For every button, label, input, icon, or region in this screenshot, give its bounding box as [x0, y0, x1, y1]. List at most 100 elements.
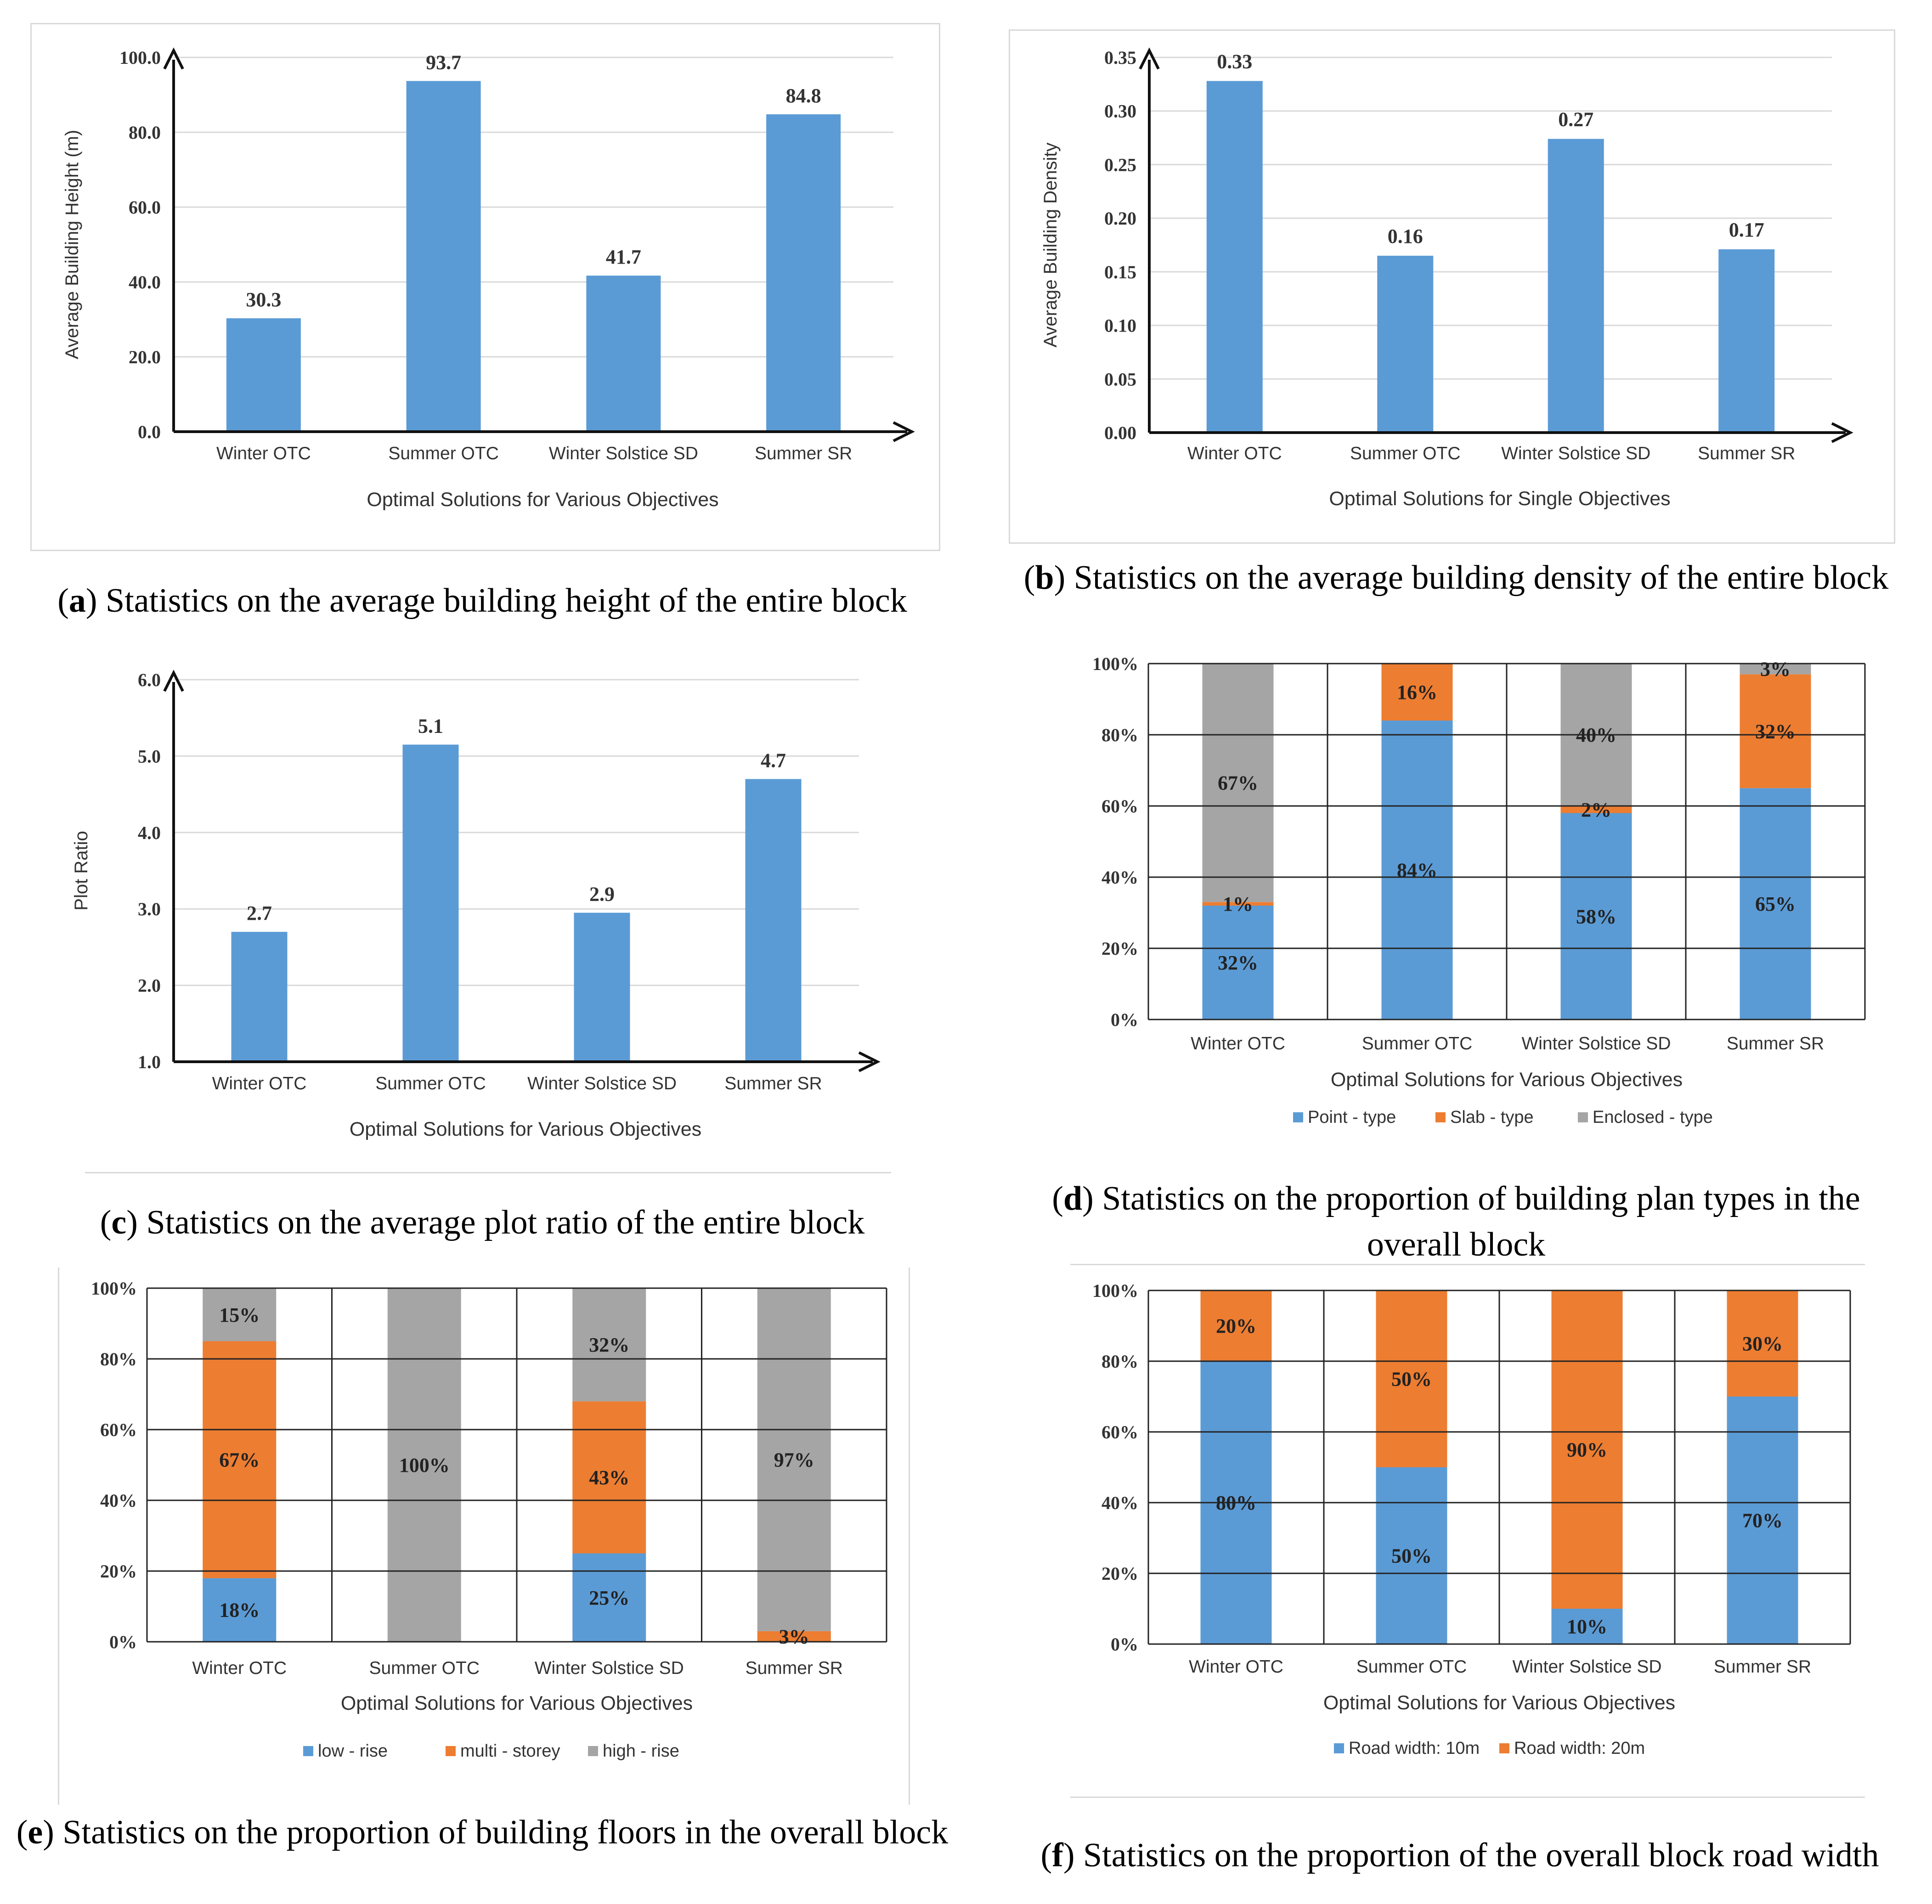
chart-d: 0% 20% 40% 60% 80% 100% 32% 1% 67% Winter OTC 84% 1… [988, 643, 1932, 1162]
chart-d-segment-label: 2% [1581, 799, 1611, 821]
chart-c-y-axis-title: Plot Ratio [71, 831, 91, 910]
chart-d-segment-label: 58% [1576, 905, 1616, 928]
chart-f-segment-label: 50% [1391, 1368, 1432, 1391]
chart-a-data-label: 30.3 [246, 288, 281, 311]
chart-b-bar-winter-solstice-sd [1548, 139, 1604, 433]
chart-d-legend-swatch-slab-type [1435, 1112, 1446, 1122]
chart-d-segment-point-type-summer-otc [1381, 721, 1453, 1020]
chart-b-y-tick-label: 0.05 [1104, 369, 1136, 389]
chart-c-x-tick-label: Summer OTC [375, 1074, 486, 1093]
chart-f-segment-road-width-10m-summer-otc [1376, 1467, 1447, 1644]
caption-e: (e) Statistics on the proportion of buil… [16, 1814, 949, 1851]
chart-f-segment-road-width-10m-summer-sr [1727, 1397, 1798, 1644]
chart-e-segment-high-rise-winter-otc [203, 1288, 277, 1341]
chart-d-y-tick-label: 80% [1102, 725, 1138, 745]
chart-c-x-tick-label: Winter Solstice SD [527, 1074, 677, 1093]
chart-f-x-tick-label: Winter Solstice SD [1512, 1657, 1661, 1677]
chart-c-bar-summer-sr [745, 779, 802, 1062]
chart-e-segment-label: 43% [589, 1466, 629, 1489]
chart-b-x-tick-label: Summer OTC [1350, 444, 1461, 463]
chart-d-y-tick-label: 40% [1102, 867, 1138, 888]
chart-b-y-tick-label: 0.00 [1104, 422, 1136, 443]
chart-e-segment-label: 67% [219, 1448, 260, 1471]
chart-d-legend-label: Point - type [1308, 1108, 1396, 1127]
chart-f-x-tick-label: Summer OTC [1356, 1657, 1467, 1677]
chart-a-x-axis-arrow [893, 421, 915, 442]
chart-d-segment-label: 1% [1223, 893, 1253, 915]
chart-a-svg: 0.0 20.0 40.0 60.0 80.0 100.0 30.3 Winter OTC 93… [62, 47, 915, 511]
chart-e-segment-multi-storey-winter-solstice-sd [572, 1401, 646, 1554]
chart-e-segment-multi-storey-winter-otc [203, 1341, 277, 1578]
chart-a-y-tick-label: 20.0 [129, 347, 161, 367]
chart-b-x-tick-label: Winter Solstice SD [1501, 444, 1650, 463]
chart-f-y-tick-label: 40% [1102, 1493, 1138, 1513]
chart-e-y-tick-label: 100% [91, 1278, 137, 1299]
chart-e-segment-label: 3% [779, 1625, 809, 1648]
chart-b-y-axis-arrow [1139, 47, 1160, 70]
chart-d-legend-swatch-point-type [1293, 1112, 1303, 1122]
chart-e-segment-label: 100% [399, 1454, 450, 1476]
chart-b-y-tick-label: 0.30 [1104, 101, 1136, 122]
chart-c-x-axis-title: Optimal Solutions for Various Objectives [350, 1118, 701, 1140]
chart-e-segment-low-rise-winter-solstice-sd [572, 1553, 646, 1642]
chart-b-y-axis-title: Average Building Density [1040, 142, 1061, 347]
chart-c-y-tick-label: 4.0 [138, 822, 161, 843]
chart-b-y-tick-label: 0.15 [1104, 262, 1136, 282]
chart-e-y-tick-label: 80% [100, 1349, 137, 1369]
chart-b-bar-summer-otc [1377, 255, 1434, 433]
caption-d: (d) Statistics on the proportion of buil… [1052, 1180, 1860, 1263]
chart-e-legend-label: high - rise [603, 1741, 679, 1761]
chart-a-bar-winter-otc [226, 318, 301, 432]
chart-f-frame-top [1070, 1264, 1865, 1265]
chart-a-bar-winter-solstice-sd [586, 276, 661, 432]
chart-d-y-tick-label: 100% [1092, 653, 1138, 674]
chart-b-svg: 0.00 0.05 0.10 0.15 0.20 0.25 0.30 0.35 0.33 Wint… [1040, 47, 1853, 510]
chart-e-y-tick-label: 0% [109, 1632, 137, 1652]
chart-b-y-tick-label: 0.10 [1104, 315, 1136, 336]
chart-b-x-axis-arrow [1831, 422, 1853, 443]
chart-e-segment-high-rise-summer-sr [757, 1288, 831, 1631]
chart-e-x-tick-label: Summer OTC [369, 1658, 480, 1678]
caption-b: (b) Statistics on the average building d… [1023, 559, 1889, 597]
chart-a-bar-summer-otc [406, 81, 481, 432]
chart-a-x-tick-label: Winter Solstice SD [549, 444, 698, 463]
chart-a-y-tick-label: 100.0 [119, 47, 161, 68]
chart-f-legend-swatch-road-width-10m [1334, 1743, 1344, 1753]
chart-f: 0% 20% 40% 60% 80% 100% 80% 20% Winter OTC 50% 50%… [988, 1267, 1932, 1796]
chart-e-svg: 0% 20% 40% 60% 80% 100% 18% 67% 15% Winter OTC 100… [91, 1278, 887, 1761]
chart-e-segment-label: 18% [219, 1599, 260, 1622]
chart-d-segment-label: 84% [1397, 859, 1437, 882]
chart-d-legend-label: Enclosed - type [1593, 1108, 1713, 1127]
chart-c-y-tick-label: 5.0 [138, 746, 161, 766]
chart-e-y-tick-label: 60% [100, 1420, 137, 1440]
caption-f: (f) Statistics on the proportion of the … [1040, 1836, 1879, 1874]
chart-f-x-tick-label: Summer SR [1714, 1657, 1811, 1677]
chart-b-y-tick-label: 0.20 [1104, 208, 1136, 229]
chart-c-x-axis-arrow [858, 1051, 881, 1072]
chart-d-x-tick-label: Winter Solstice SD [1521, 1034, 1671, 1053]
chart-d-segment-label: 32% [1218, 952, 1258, 974]
chart-a-x-tick-label: Winter OTC [216, 444, 311, 463]
chart-c-y-tick-label: 1.0 [138, 1052, 161, 1072]
chart-c-data-label: 5.1 [418, 715, 443, 737]
chart-e-segment-high-rise-summer-otc [387, 1288, 461, 1642]
chart-f-y-tick-label: 60% [1102, 1422, 1138, 1442]
chart-b: 0.00 0.05 0.10 0.15 0.20 0.25 0.30 0.35 0.33 Wint… [988, 0, 1932, 565]
chart-b-data-label: 0.16 [1388, 225, 1423, 248]
chart-b-frame [1009, 29, 1895, 544]
chart-a-y-tick-label: 60.0 [129, 197, 161, 218]
chart-e-legend-label: multi - storey [460, 1741, 560, 1761]
chart-f-frame-bottom [1070, 1797, 1865, 1798]
chart-b-data-label: 0.33 [1217, 50, 1252, 73]
chart-b-x-tick-label: Winter OTC [1187, 444, 1282, 463]
chart-f-y-tick-label: 20% [1102, 1563, 1138, 1584]
chart-d-legend-label: Slab - type [1450, 1108, 1534, 1127]
chart-f-segment-road-width-20m-summer-otc [1376, 1290, 1447, 1467]
chart-a-y-tick-label: 40.0 [129, 272, 161, 293]
chart-a-frame [30, 23, 940, 551]
chart-c-y-tick-label: 3.0 [138, 899, 161, 919]
chart-e: 0% 20% 40% 60% 80% 100% 18% 67% 15% Winter OTC 100… [0, 1267, 965, 1800]
chart-e-segment-label: 32% [589, 1334, 629, 1356]
chart-c-y-axis-arrow [163, 670, 184, 692]
chart-d-x-tick-label: Winter OTC [1191, 1034, 1285, 1053]
